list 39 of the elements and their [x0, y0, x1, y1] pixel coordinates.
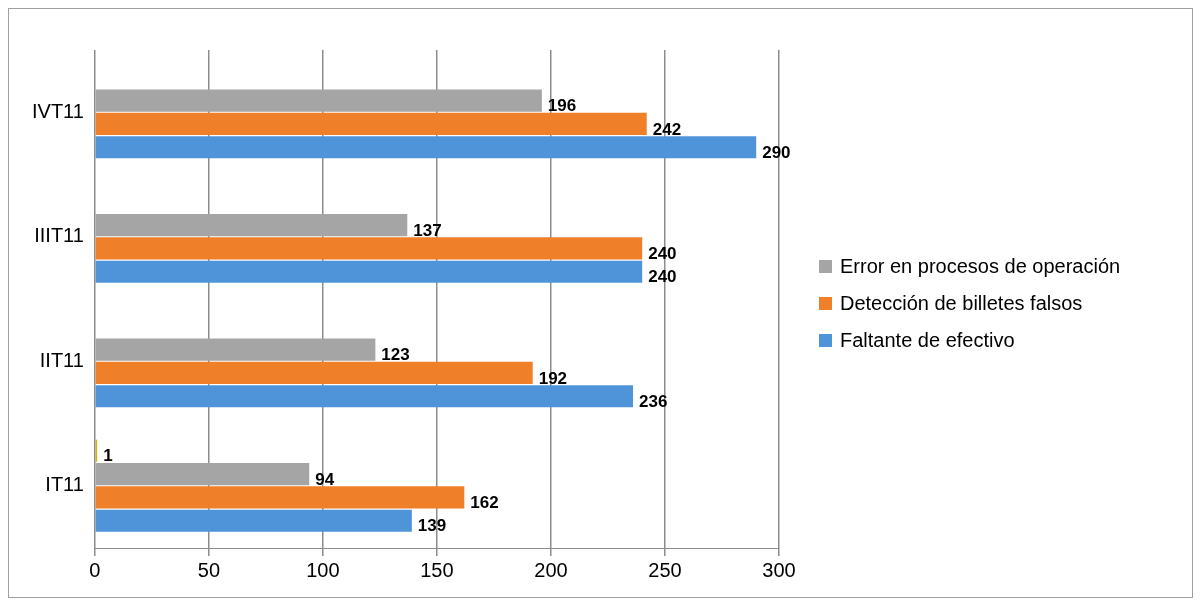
- bar: [95, 89, 542, 112]
- y-tick-label: IIT11: [39, 348, 84, 371]
- x-tick-label: 150: [420, 558, 454, 581]
- data-label: 162: [470, 493, 499, 513]
- x-tick-label: 200: [534, 558, 568, 581]
- y-tick-label: IIIT11: [34, 224, 84, 247]
- bar: [95, 260, 643, 283]
- bar: [95, 385, 634, 408]
- data-label: 240: [648, 267, 677, 287]
- data-label: 123: [381, 345, 410, 365]
- bar: [95, 509, 412, 532]
- data-label: 242: [652, 119, 682, 139]
- data-label: 94: [315, 469, 335, 489]
- data-label: 236: [639, 391, 668, 411]
- bar: [95, 112, 647, 136]
- x-tick-label: 250: [648, 558, 682, 581]
- bar: [95, 462, 310, 486]
- data-label: 137: [413, 220, 442, 240]
- x-tick-label: 0: [89, 558, 101, 581]
- y-tick-label: IT11: [45, 473, 84, 496]
- legend-label: Detección de billetes falsos: [840, 291, 1083, 315]
- y-tick-label: IVT11: [32, 99, 84, 122]
- bar: [95, 136, 757, 159]
- bar: [95, 338, 376, 361]
- x-tick-label: 300: [762, 558, 796, 581]
- legend-label: Faltante de efectivo: [840, 328, 1015, 352]
- data-label: 139: [417, 516, 447, 536]
- x-tick-label: 100: [306, 558, 340, 581]
- bar: [95, 486, 465, 509]
- data-label: 196: [547, 96, 577, 116]
- legend-label: Error en procesos de operación: [840, 254, 1121, 278]
- bar: [95, 361, 533, 385]
- x-tick-label: 50: [197, 558, 221, 581]
- data-label: 1: [103, 446, 113, 466]
- data-label: 240: [648, 244, 677, 264]
- bar: [95, 213, 408, 237]
- bar: [95, 237, 643, 260]
- data-label: 192: [538, 368, 568, 388]
- data-label: 290: [762, 142, 791, 162]
